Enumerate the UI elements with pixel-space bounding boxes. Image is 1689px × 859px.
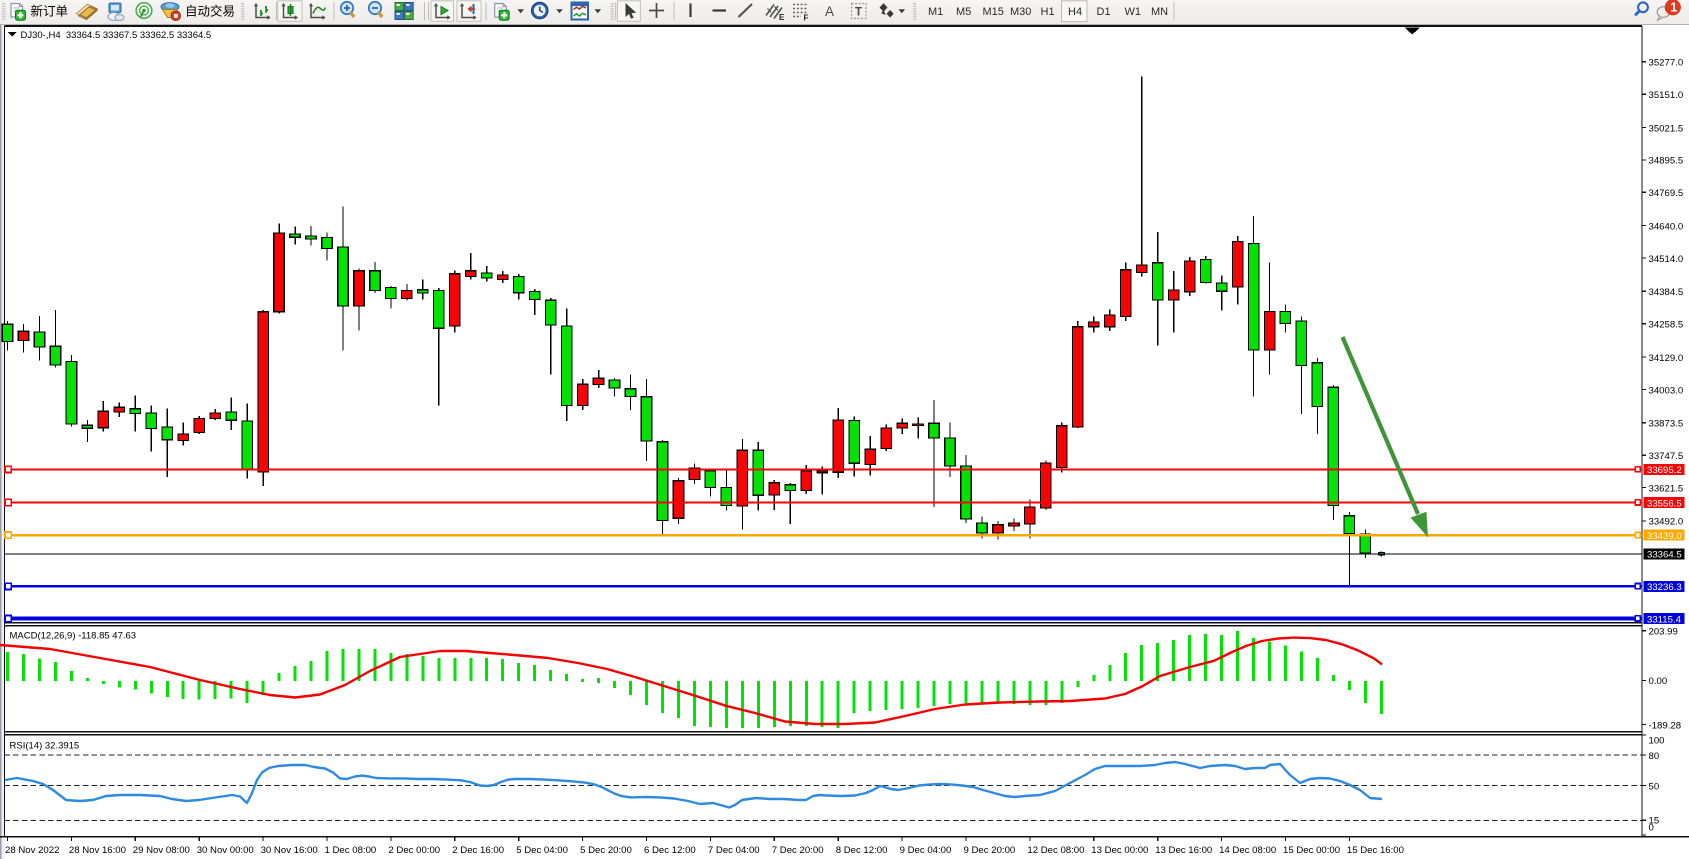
svg-text:203.99: 203.99: [1649, 627, 1678, 638]
svg-text:34895.5: 34895.5: [1649, 156, 1684, 167]
svg-text:2 Dec 00:00: 2 Dec 00:00: [388, 845, 440, 856]
svg-text:15 Dec 16:00: 15 Dec 16:00: [1347, 845, 1404, 856]
svg-text:33747.5: 33747.5: [1649, 451, 1684, 462]
svg-text:DJ30-,H4 33364.5 33367.5 3336: DJ30-,H4 33364.5 33367.5 33362.5 33364.5: [21, 30, 212, 41]
svg-text:15: 15: [1649, 816, 1660, 827]
svg-text:34769.5: 34769.5: [1649, 188, 1684, 199]
svg-text:13 Dec 00:00: 13 Dec 00:00: [1091, 845, 1148, 856]
svg-text:E: E: [779, 13, 785, 22]
svg-text:1 Dec 08:00: 1 Dec 08:00: [325, 845, 377, 856]
svg-text:33556.5: 33556.5: [1647, 498, 1682, 509]
svg-text:30 Nov 00:00: 30 Nov 00:00: [197, 845, 254, 856]
svg-text:5 Dec 04:00: 5 Dec 04:00: [516, 845, 568, 856]
svg-text:5 Dec 20:00: 5 Dec 20:00: [580, 845, 632, 856]
svg-text:28 Nov 16:00: 28 Nov 16:00: [69, 845, 126, 856]
svg-text:34129.0: 34129.0: [1649, 353, 1684, 364]
svg-text:MN: MN: [1151, 6, 1168, 18]
svg-text:34384.5: 34384.5: [1649, 287, 1684, 298]
svg-text:29 Nov 08:00: 29 Nov 08:00: [133, 845, 190, 856]
svg-text:M1: M1: [928, 6, 943, 18]
svg-text:H1: H1: [1041, 6, 1055, 18]
svg-text:M15: M15: [983, 6, 1004, 18]
svg-text:33439.0: 33439.0: [1647, 531, 1682, 542]
svg-text:34640.0: 34640.0: [1649, 221, 1684, 232]
svg-text:0.00: 0.00: [1649, 676, 1668, 687]
svg-text:33364.5: 33364.5: [1647, 550, 1682, 561]
svg-text:M30: M30: [1010, 6, 1031, 18]
svg-text:33621.5: 33621.5: [1649, 483, 1684, 494]
svg-text:7 Dec 04:00: 7 Dec 04:00: [708, 845, 760, 856]
svg-text:30 Nov 16:00: 30 Nov 16:00: [261, 845, 318, 856]
svg-text:7 Dec 20:00: 7 Dec 20:00: [772, 845, 824, 856]
svg-text:新订单: 新订单: [31, 4, 69, 19]
svg-text:12 Dec 08:00: 12 Dec 08:00: [1027, 845, 1084, 856]
svg-text:0: 0: [1649, 823, 1654, 834]
svg-text:A: A: [825, 4, 834, 19]
svg-text:15 Dec 00:00: 15 Dec 00:00: [1283, 845, 1340, 856]
svg-text:H4: H4: [1068, 6, 1082, 18]
svg-text:28 Nov 2022: 28 Nov 2022: [5, 845, 59, 856]
svg-text:RSI(14) 32.3915: RSI(14) 32.3915: [10, 741, 80, 752]
svg-text:33695.2: 33695.2: [1647, 465, 1682, 476]
svg-text:34003.0: 34003.0: [1649, 385, 1684, 396]
svg-text:6 Dec 12:00: 6 Dec 12:00: [644, 845, 696, 856]
svg-text:34258.5: 34258.5: [1649, 320, 1684, 331]
svg-text:14 Dec 08:00: 14 Dec 08:00: [1219, 845, 1276, 856]
svg-text:W1: W1: [1125, 6, 1142, 18]
svg-text:1: 1: [1670, 1, 1677, 15]
svg-text:33236.3: 33236.3: [1647, 582, 1682, 593]
svg-text:2 Dec 16:00: 2 Dec 16:00: [452, 845, 504, 856]
svg-text:33115.4: 33115.4: [1647, 614, 1682, 625]
svg-text:35151.0: 35151.0: [1649, 90, 1684, 101]
svg-text:9 Dec 04:00: 9 Dec 04:00: [900, 845, 952, 856]
svg-text:33492.0: 33492.0: [1649, 517, 1684, 528]
svg-text:MACD(12,26,9) -118.85 47.63: MACD(12,26,9) -118.85 47.63: [10, 631, 137, 642]
svg-text:自动交易: 自动交易: [185, 4, 235, 19]
svg-text:9 Dec 20:00: 9 Dec 20:00: [964, 845, 1016, 856]
svg-text:D1: D1: [1097, 6, 1111, 18]
svg-text:34514.0: 34514.0: [1649, 254, 1684, 265]
svg-text:8 Dec 12:00: 8 Dec 12:00: [836, 845, 888, 856]
svg-text:M5: M5: [956, 6, 971, 18]
svg-text:100: 100: [1649, 736, 1665, 747]
svg-text:35277.0: 35277.0: [1649, 58, 1684, 69]
svg-text:50: 50: [1649, 781, 1660, 792]
svg-text:80: 80: [1649, 751, 1660, 762]
svg-text:-189.28: -189.28: [1649, 720, 1682, 731]
svg-text:13 Dec 16:00: 13 Dec 16:00: [1155, 845, 1212, 856]
svg-text:T: T: [855, 7, 862, 19]
svg-text:35021.5: 35021.5: [1649, 123, 1684, 134]
svg-text:F: F: [804, 14, 809, 23]
svg-text:33873.5: 33873.5: [1649, 419, 1684, 430]
